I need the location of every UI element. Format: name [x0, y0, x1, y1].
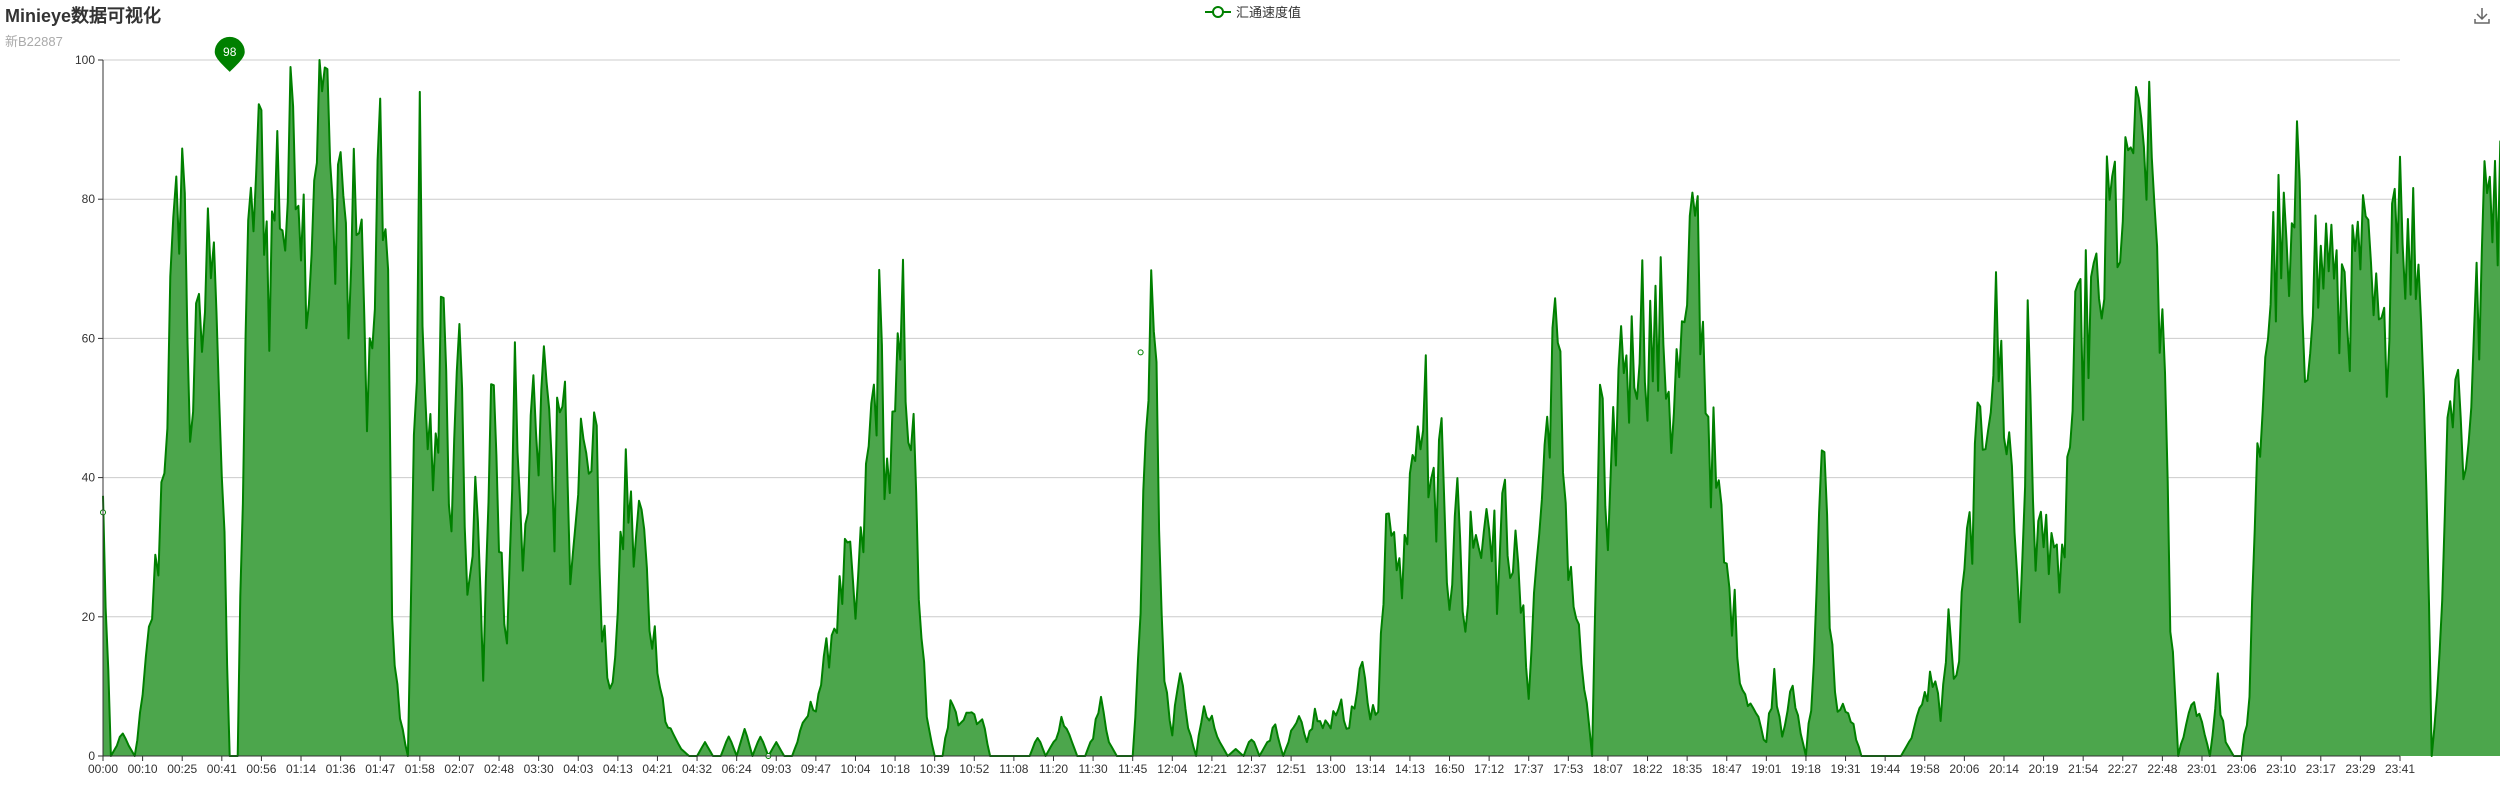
x-tick-label: 03:30 — [524, 762, 554, 776]
legend-item-speed[interactable]: 汇通速度值 — [1205, 2, 1301, 21]
x-tick-label: 18:07 — [1593, 762, 1623, 776]
x-tick-label: 19:44 — [1870, 762, 1900, 776]
x-tick-label: 12:04 — [1157, 762, 1187, 776]
x-tick-label: 18:35 — [1672, 762, 1702, 776]
x-tick-label: 13:14 — [1355, 762, 1385, 776]
x-tick-label: 11:30 — [1079, 762, 1108, 776]
legend-label: 汇通速度值 — [1236, 5, 1302, 20]
x-tick-label: 11:08 — [999, 762, 1028, 776]
y-tick-label: 40 — [82, 471, 96, 485]
x-tick-label: 22:48 — [2147, 762, 2177, 776]
x-tick-label: 20:06 — [1949, 762, 1979, 776]
x-tick-label: 19:01 — [1751, 762, 1781, 776]
x-tick-label: 04:03 — [563, 762, 593, 776]
series-area — [100, 59, 2500, 759]
x-tick-label: 10:18 — [880, 762, 910, 776]
x-tick-label: 22:27 — [2108, 762, 2138, 776]
x-tick-label: 17:12 — [1474, 762, 1504, 776]
x-tick-label: 10:52 — [959, 762, 989, 776]
download-icon[interactable] — [2472, 6, 2492, 26]
x-tick-label: 19:18 — [1791, 762, 1821, 776]
x-tick-label: 02:07 — [444, 762, 474, 776]
x-tick-label: 19:31 — [1831, 762, 1861, 776]
x-tick-label: 10:04 — [840, 762, 870, 776]
x-tick-label: 06:24 — [722, 762, 752, 776]
x-tick-label: 01:47 — [365, 762, 395, 776]
x-tick-label: 19:58 — [1910, 762, 1940, 776]
x-tick-label: 12:37 — [1236, 762, 1266, 776]
max-pin-label: 98 — [223, 45, 237, 59]
x-tick-label: 00:25 — [167, 762, 197, 776]
x-tick-label: 21:54 — [2068, 762, 2098, 776]
x-tick-label: 17:37 — [1514, 762, 1544, 776]
x-tick-label: 20:19 — [2029, 762, 2059, 776]
max-pin-icon — [214, 36, 245, 72]
x-tick-label: 23:29 — [2345, 762, 2375, 776]
x-tick-label: 09:47 — [801, 762, 831, 776]
chart-subtitle: 新B22887 — [5, 34, 63, 49]
x-tick-label: 11:45 — [1118, 762, 1147, 776]
axes: 0 20 40 60 80 100 00:00 00:10 00:25 00:41 00:56 01:… — [75, 53, 2415, 776]
legend-swatch-icon — [1205, 5, 1231, 18]
x-tick-label: 04:13 — [603, 762, 633, 776]
x-tick-label: 18:47 — [1712, 762, 1742, 776]
x-tick-label: 00:00 — [88, 762, 118, 776]
speed-area-fill — [103, 60, 2500, 756]
x-tick-label: 12:51 — [1276, 762, 1306, 776]
x-tick-label: 01:58 — [405, 762, 435, 776]
max-marker: 98 — [214, 36, 245, 72]
speed-series-line — [102, 59, 2500, 757]
x-tick-label: 18:22 — [1633, 762, 1663, 776]
x-tick-label: 00:10 — [128, 762, 158, 776]
x-tick-label: 04:32 — [682, 762, 712, 776]
x-tick-label: 23:10 — [2266, 762, 2296, 776]
x-tick-label: 12:21 — [1197, 762, 1227, 776]
x-tick-label: 01:14 — [286, 762, 316, 776]
x-tick-label: 09:03 — [761, 762, 791, 776]
x-tick-label: 04:21 — [642, 762, 672, 776]
x-tick-label: 23:06 — [2227, 762, 2257, 776]
x-tick-label: 00:41 — [207, 762, 237, 776]
y-tick-label: 0 — [88, 749, 95, 763]
x-tick-label: 23:41 — [2385, 762, 2415, 776]
x-tick-label: 00:56 — [246, 762, 276, 776]
x-tick-label: 10:39 — [920, 762, 950, 776]
x-tick-label: 11:20 — [1039, 762, 1068, 776]
x-tick-label: 17:53 — [1553, 762, 1583, 776]
x-tick-label: 23:17 — [2306, 762, 2336, 776]
x-tick-label: 01:36 — [326, 762, 356, 776]
y-tick-label: 100 — [75, 53, 95, 67]
data-point — [1137, 349, 1144, 356]
y-tick-label: 20 — [82, 610, 96, 624]
x-tick-label: 16:50 — [1435, 762, 1465, 776]
chart-title: Minieye数据可视化 — [5, 6, 162, 26]
x-tick-label: 02:48 — [484, 762, 514, 776]
x-tick-label: 20:14 — [1989, 762, 2019, 776]
x-tick-label: 23:01 — [2187, 762, 2217, 776]
y-tick-label: 60 — [82, 331, 96, 345]
x-tick-label: 14:13 — [1395, 762, 1425, 776]
y-tick-label: 80 — [82, 192, 96, 206]
x-tick-label: 13:00 — [1316, 762, 1346, 776]
